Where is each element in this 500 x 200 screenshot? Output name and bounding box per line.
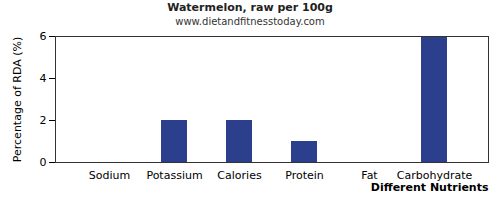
svg-text:Different Nutrients: Different Nutrients	[371, 181, 489, 194]
svg-text:Fat: Fat	[361, 169, 378, 183]
svg-text:0: 0	[40, 156, 47, 169]
svg-text:Percentage of RDA (%): Percentage of RDA (%)	[11, 37, 24, 162]
svg-text:Calories: Calories	[217, 169, 262, 182]
svg-text:2: 2	[40, 114, 47, 127]
svg-text:4: 4	[40, 72, 47, 85]
html-text:Watermelon, raw per 100g: Watermelon, raw per 100g	[167, 1, 333, 14]
html-text:www.dietandfitnesstoday.com: www.dietandfitnesstoday.com	[175, 16, 325, 27]
svg-text:Carbohydrate: Carbohydrate	[396, 169, 473, 183]
svg-text:6: 6	[40, 30, 47, 43]
svg-text:Protein: Protein	[285, 169, 324, 182]
svg-text:Sodium: Sodium	[89, 169, 130, 182]
svg-text:Potassium: Potassium	[146, 169, 202, 182]
